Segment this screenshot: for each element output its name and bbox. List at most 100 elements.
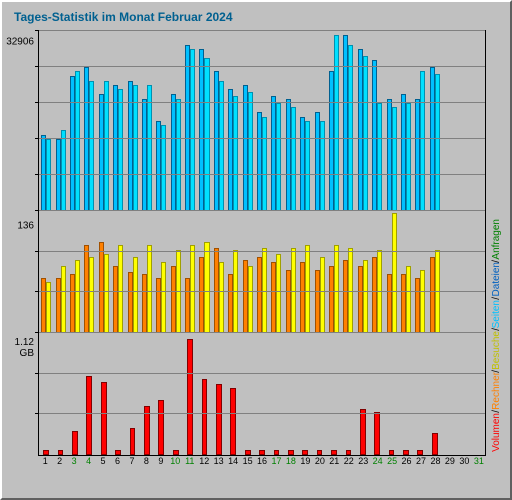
bar-besuche [89,257,94,333]
xaxis-day: 7 [125,456,139,466]
ylabel-bot: 1.12 GB [6,337,34,359]
bar-besuche [406,266,411,333]
xaxis-day: 2 [52,456,66,466]
legend-dateien: Dateien [491,262,505,296]
bar-dateien [190,49,195,211]
legend-sep: / [491,328,505,331]
bar-dateien [276,103,281,211]
bar-besuche [291,248,296,333]
xaxis-day: 17 [269,456,283,466]
bar-dateien [363,56,368,211]
legend-besuche: Besuche [491,331,505,370]
bar-volumen [360,409,366,455]
bar-volumen [58,450,64,455]
bar-besuche [75,260,80,333]
xaxis-day: 8 [139,456,153,466]
bar-volumen [259,450,265,455]
bar-volumen [432,433,438,455]
bar-volumen [317,450,323,455]
bar-dateien [46,139,51,211]
bar-dateien [89,81,94,211]
bar-dateien [219,81,224,211]
bar-besuche [161,262,166,333]
bar-volumen [302,450,308,455]
chart-title: Tages-Statistik im Monat Februar 2024 [14,10,233,24]
bar-besuche [334,245,339,333]
bar-dateien [392,107,397,211]
bar-dateien [75,71,80,211]
bar-volumen [374,412,380,455]
legend-sep: / [491,260,505,263]
bars-top [39,31,485,211]
bar-dateien [334,35,339,211]
xaxis-day: 27 [414,456,428,466]
bar-volumen [101,382,107,455]
bar-dateien [435,74,440,211]
bar-besuche [320,257,325,333]
xaxis-day: 19 [298,456,312,466]
panel-bot [38,332,486,456]
bar-dateien [204,58,209,211]
xaxis-day: 11 [183,456,197,466]
bar-besuche [363,260,368,333]
xaxis-day: 1 [38,456,52,466]
bar-dateien [305,121,310,211]
bar-besuche [219,262,224,333]
bar-dateien [291,107,296,211]
panel-mid [38,210,486,333]
bar-dateien [320,121,325,211]
bar-besuche [118,245,123,333]
xaxis-day: 18 [284,456,298,466]
bar-besuche [61,266,66,333]
legend-sep: / [491,297,505,300]
bar-volumen [173,450,179,455]
bar-besuche [348,248,353,333]
bar-dateien [377,103,382,211]
legend-anfragen: Anfragen [491,219,505,260]
bar-dateien [133,85,138,211]
ylabel-top: 32906 [6,37,34,48]
bar-dateien [104,81,109,211]
bar-besuche [276,254,281,333]
xaxis-day: 28 [428,456,442,466]
bar-dateien [262,117,267,211]
xaxis-day: 20 [313,456,327,466]
bar-volumen [158,400,164,455]
bar-besuche [104,254,109,333]
chart-container: Tages-Statistik im Monat Februar 2024 32… [0,0,512,500]
bar-volumen [43,450,49,455]
bar-besuche [262,248,267,333]
bar-besuche [305,245,310,333]
xaxis-day: 3 [67,456,81,466]
bar-dateien [233,96,238,211]
bar-volumen [72,431,78,455]
xaxis-day: 30 [457,456,471,466]
legend-rechner: Rechner [491,372,505,410]
bar-besuche [248,266,253,333]
bar-volumen [130,428,136,455]
bar-volumen [202,379,208,455]
xaxis-day: 15 [240,456,254,466]
bar-besuche [46,282,51,333]
xaxis-day: 12 [197,456,211,466]
legend-seiten: Seiten [491,300,505,328]
bar-dateien [248,92,253,211]
xaxis-day: 14 [226,456,240,466]
legend-sep: / [491,370,505,373]
legend-volumen: Volumen [491,413,505,452]
ylabel-mid: 136 [6,221,34,232]
xaxis-day: 29 [443,456,457,466]
xaxis-day: 4 [81,456,95,466]
bar-volumen [86,376,92,455]
bar-dateien [61,130,66,211]
xaxis-day: 13 [211,456,225,466]
bar-dateien [406,103,411,211]
xaxis-day: 23 [356,456,370,466]
xaxis-day: 24 [370,456,384,466]
bar-dateien [420,71,425,211]
bar-volumen [230,388,236,455]
xaxis-day: 9 [154,456,168,466]
bar-dateien [176,99,181,211]
bar-volumen [403,450,409,455]
x-axis: 1234567891011121314151617181920212223242… [38,456,486,466]
